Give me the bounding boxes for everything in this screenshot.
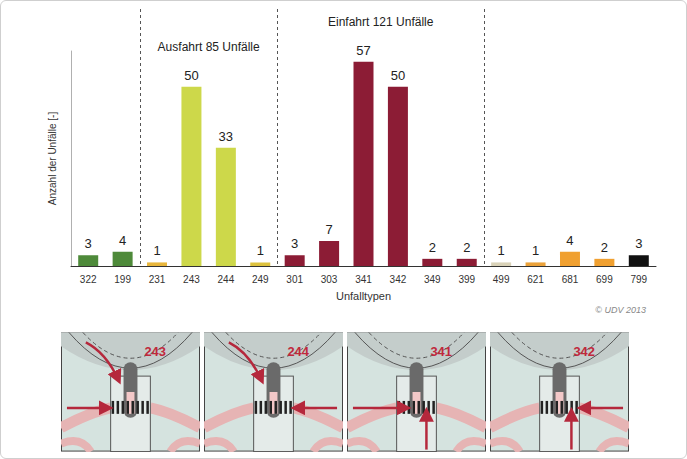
svg-text:7: 7	[325, 222, 332, 237]
svg-text:341: 341	[430, 344, 452, 359]
svg-text:342: 342	[573, 344, 595, 359]
svg-text:4: 4	[119, 233, 126, 248]
svg-text:349: 349	[424, 274, 441, 285]
svg-text:2: 2	[429, 240, 436, 255]
svg-text:1: 1	[257, 243, 264, 258]
svg-text:243: 243	[183, 274, 200, 285]
svg-text:Unfalltypen: Unfalltypen	[336, 290, 391, 302]
svg-text:341: 341	[355, 274, 372, 285]
svg-text:342: 342	[390, 274, 407, 285]
svg-text:1: 1	[498, 243, 505, 258]
svg-text:303: 303	[321, 274, 338, 285]
svg-text:499: 499	[493, 274, 510, 285]
svg-text:2: 2	[601, 240, 608, 255]
svg-text:322: 322	[80, 274, 97, 285]
svg-text:1: 1	[532, 243, 539, 258]
svg-text:4: 4	[566, 233, 573, 248]
svg-text:244: 244	[287, 344, 309, 359]
svg-text:50: 50	[391, 68, 405, 83]
svg-text:231: 231	[149, 274, 166, 285]
svg-text:57: 57	[356, 43, 370, 58]
svg-text:Ausfahrt 85 Unfälle: Ausfahrt 85 Unfälle	[158, 40, 260, 54]
svg-text:244: 244	[218, 274, 235, 285]
svg-text:249: 249	[252, 274, 269, 285]
svg-text:621: 621	[527, 274, 544, 285]
svg-text:681: 681	[562, 274, 579, 285]
svg-text:© UDV 2013: © UDV 2013	[595, 305, 646, 315]
svg-text:1: 1	[153, 243, 160, 258]
svg-text:3: 3	[291, 236, 298, 251]
svg-text:243: 243	[144, 344, 166, 359]
svg-text:3: 3	[85, 236, 92, 251]
svg-text:Einfahrt 121 Unfälle: Einfahrt 121 Unfälle	[328, 15, 434, 29]
svg-text:399: 399	[458, 274, 475, 285]
svg-text:50: 50	[184, 68, 198, 83]
svg-text:3: 3	[635, 236, 642, 251]
svg-text:199: 199	[114, 274, 131, 285]
svg-text:33: 33	[219, 129, 233, 144]
svg-text:699: 699	[596, 274, 613, 285]
svg-text:Anzahl der Unfälle [-]: Anzahl der Unfälle [-]	[47, 112, 58, 206]
svg-text:2: 2	[463, 240, 470, 255]
svg-text:799: 799	[630, 274, 647, 285]
svg-text:301: 301	[286, 274, 303, 285]
